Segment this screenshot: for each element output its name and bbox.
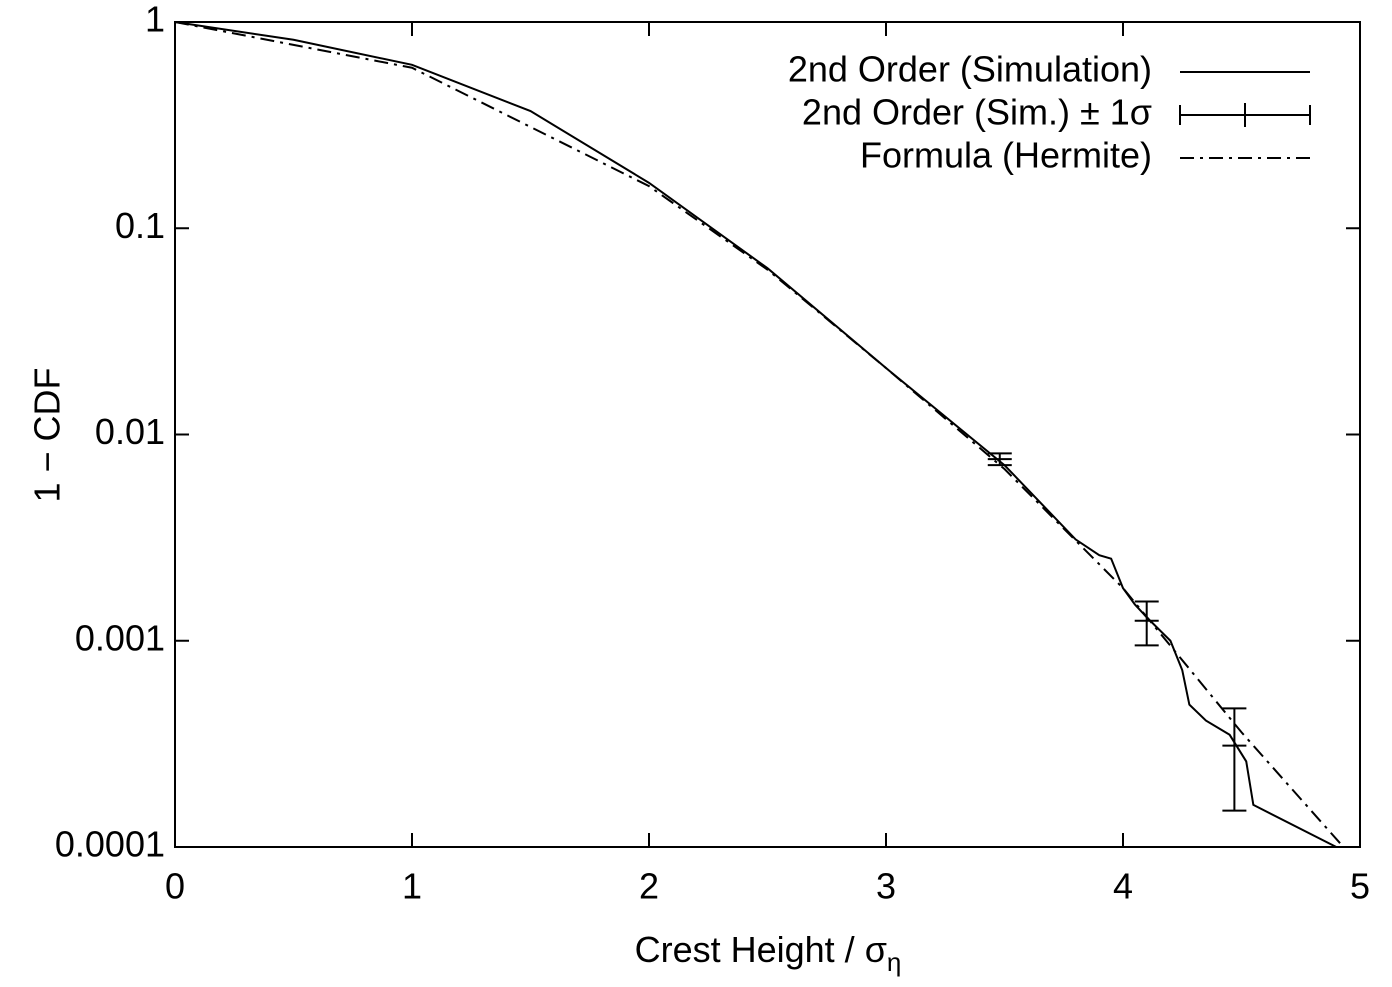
x-tick-label: 5 xyxy=(1350,866,1370,907)
legend-label: 2nd Order (Sim.) ± 1σ xyxy=(802,92,1152,133)
legend-label: 2nd Order (Simulation) xyxy=(788,49,1152,90)
y-tick-label: 1 xyxy=(145,0,165,40)
y-tick-label: 0.001 xyxy=(75,617,165,658)
y-tick-label: 0.01 xyxy=(95,411,165,452)
y-axis-label: 1 − CDF xyxy=(27,367,68,502)
x-tick-label: 0 xyxy=(165,866,185,907)
x-tick-label: 2 xyxy=(639,866,659,907)
series-line xyxy=(174,21,1345,848)
series-line xyxy=(174,21,1337,848)
error-bar xyxy=(1134,600,1159,647)
legend-swatch xyxy=(1179,103,1311,127)
x-axis-label: Crest Height / ση xyxy=(635,929,902,977)
error-bar xyxy=(1222,707,1247,812)
plot-frame xyxy=(174,21,1361,848)
x-tick-label: 1 xyxy=(402,866,422,907)
y-tick-label: 0.0001 xyxy=(55,824,165,865)
x-axis-label-subscript: η xyxy=(887,947,901,977)
x-tick-label: 3 xyxy=(876,866,896,907)
y-tick-label: 0.1 xyxy=(115,205,165,246)
x-tick-label: 4 xyxy=(1113,866,1133,907)
x-axis-label-text: Crest Height / σ xyxy=(635,929,887,970)
legend-label: Formula (Hermite) xyxy=(860,135,1152,176)
